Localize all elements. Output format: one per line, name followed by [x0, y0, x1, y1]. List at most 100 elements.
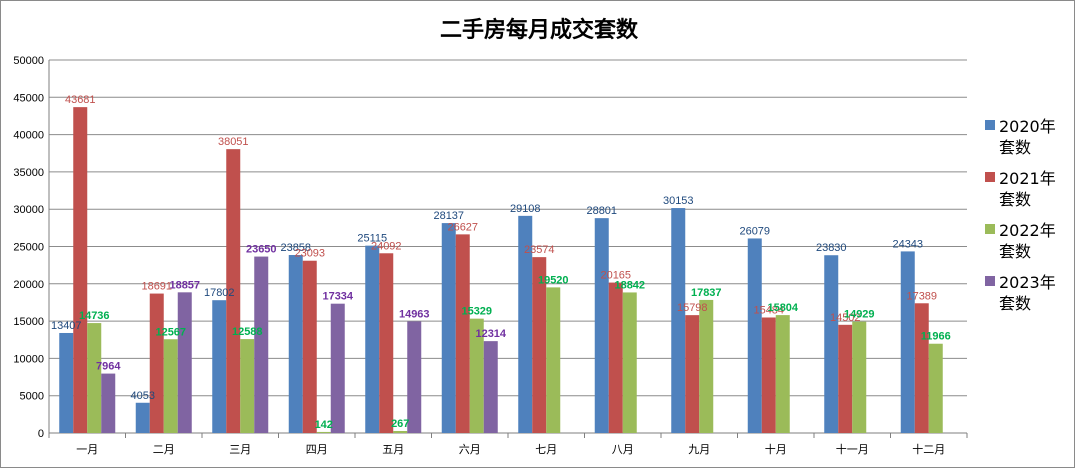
data-label: 23830: [816, 242, 847, 254]
x-tick-label: 四月: [306, 443, 328, 456]
data-label: 17334: [322, 291, 353, 303]
x-tick-label: 三月: [229, 443, 251, 456]
data-label: 38051: [218, 136, 249, 148]
bar: [365, 245, 380, 433]
bar: [518, 215, 533, 433]
bar: [775, 315, 790, 433]
bar: [393, 431, 408, 433]
y-tick-label: 30000: [13, 204, 44, 216]
x-tick-label: 七月: [535, 443, 557, 456]
x-tick-label: 十一月: [836, 442, 869, 456]
data-label: 26627: [447, 221, 478, 233]
bar: [532, 257, 547, 433]
bar: [469, 318, 484, 433]
data-label: 14963: [399, 308, 430, 320]
data-label: 28801: [586, 205, 617, 217]
bar: [240, 339, 255, 433]
legend-label: 2021年套数: [999, 169, 1056, 209]
y-tick-label: 15000: [13, 316, 44, 328]
data-label: 15798: [677, 302, 708, 314]
data-label: 18691: [141, 281, 172, 293]
bar: [441, 223, 456, 433]
data-label: 15329: [461, 306, 492, 318]
data-label: 15484: [753, 304, 784, 316]
x-tick-label: 十月: [765, 442, 787, 456]
data-label: 142: [315, 419, 333, 431]
data-label: 19520: [538, 274, 569, 286]
bar: [87, 323, 102, 433]
y-tick-label: 20000: [13, 279, 44, 291]
data-label: 29108: [510, 203, 541, 215]
bar: [622, 292, 637, 433]
legend-swatch: [985, 172, 995, 182]
data-label: 25115: [357, 233, 387, 245]
y-tick-label: 10000: [13, 353, 44, 365]
chart-title: 二手房每月成交套数: [440, 17, 639, 43]
data-label: 15804: [767, 302, 798, 314]
bar: [254, 256, 269, 433]
bar: [455, 234, 470, 433]
y-tick-label: 50000: [13, 55, 44, 67]
data-label: 4053: [131, 390, 155, 402]
bar: [212, 300, 227, 433]
bar: [407, 321, 422, 433]
bar: [483, 341, 498, 433]
bar: [59, 332, 74, 433]
bar: [379, 253, 394, 433]
y-tick-label: 25000: [13, 242, 44, 254]
y-tick-label: 5000: [20, 391, 44, 403]
bar: [288, 255, 303, 433]
y-tick-label: 40000: [13, 130, 44, 142]
data-label: 12314: [475, 328, 506, 340]
x-tick-label: 五月: [382, 443, 404, 456]
bar: [928, 343, 943, 433]
data-label: 23093: [294, 248, 325, 260]
bar: [685, 315, 700, 433]
legend: 2020年套数 2021年套数 2022年套数 2023年套数: [985, 117, 1056, 313]
data-label: 17837: [691, 287, 722, 299]
data-label: 11966: [921, 331, 951, 343]
data-label: 17389: [906, 290, 937, 302]
bar: [73, 107, 88, 433]
data-label: 26079: [739, 225, 770, 237]
bar: [316, 431, 331, 433]
data-label: 24092: [371, 240, 402, 252]
data-label: 23574: [524, 244, 555, 256]
bar: [824, 255, 839, 433]
legend-swatch: [985, 276, 995, 286]
legend-swatch: [985, 224, 995, 234]
bar: [177, 292, 192, 433]
data-label: 14502: [830, 312, 861, 324]
data-label: 30153: [663, 195, 694, 207]
legend-label: 2023年套数: [999, 273, 1056, 313]
data-label: 12567: [155, 326, 186, 338]
data-label: 28137: [433, 210, 464, 222]
bar: [149, 293, 164, 433]
data-label: 23650: [246, 244, 277, 256]
bar: [914, 303, 929, 433]
data-label: 13407: [51, 320, 82, 332]
bar: [852, 321, 867, 433]
x-tick-label: 六月: [459, 443, 481, 456]
x-tick-label: 一月: [76, 443, 98, 456]
bar: [838, 324, 853, 433]
bar: [302, 260, 317, 433]
bar: [761, 317, 776, 433]
legend-swatch: [985, 120, 995, 130]
legend-label: 2020年套数: [999, 117, 1056, 157]
data-label: 24343: [892, 238, 923, 250]
bar: [699, 299, 714, 433]
bar: [163, 339, 178, 433]
bar: [608, 282, 623, 433]
bar: [546, 287, 561, 433]
axes: 0 5000 10000 15000 20000 25000 30000 35000 40000…: [13, 55, 968, 456]
data-label: 267: [391, 418, 409, 430]
y-tick-label: 45000: [13, 92, 44, 104]
data-label: 7964: [96, 361, 121, 373]
y-tick-label: 35000: [13, 167, 44, 179]
bar: [900, 251, 915, 433]
x-tick-label: 八月: [612, 443, 634, 456]
bar: [101, 373, 116, 433]
